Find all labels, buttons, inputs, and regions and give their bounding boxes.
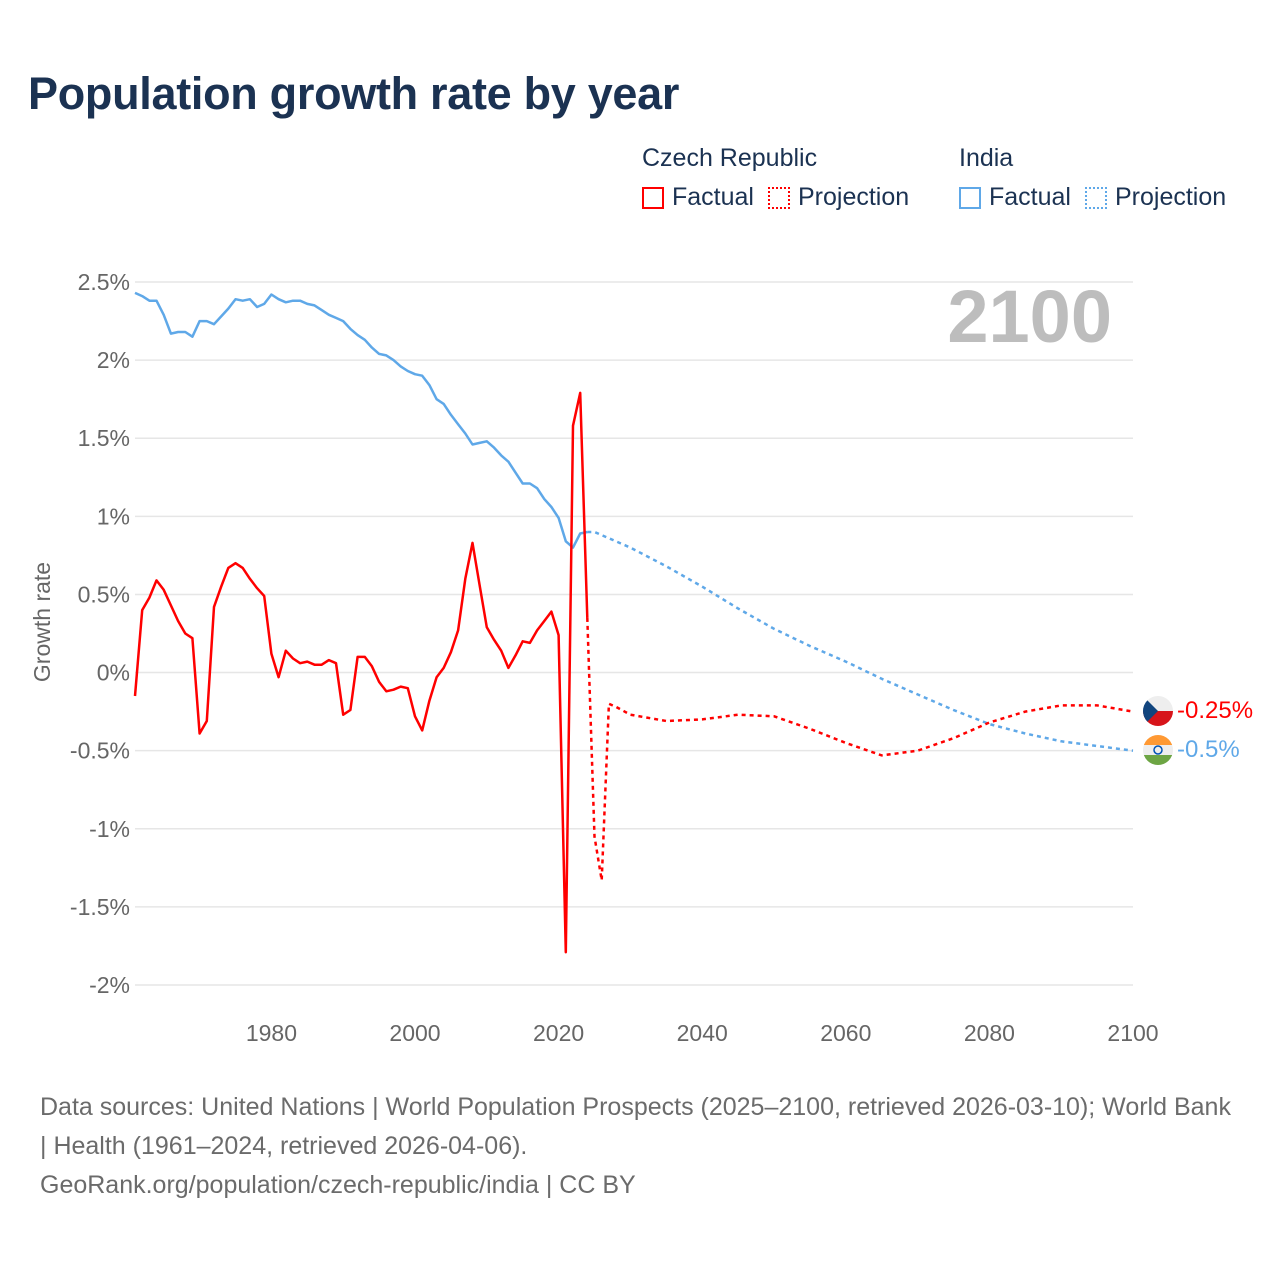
y-tick-label: 0% (97, 660, 130, 686)
legend-label: Factual (989, 183, 1071, 211)
india-factual-line (134, 291, 588, 549)
czech-end-label: -0.25% (1177, 697, 1253, 724)
x-tick-label: 2080 (964, 1020, 1015, 1046)
data-sources: Data sources: United Nations | World Pop… (40, 1093, 1231, 1160)
solid-swatch-icon (959, 186, 981, 209)
y-tick-label: -0.5% (70, 738, 130, 764)
year-display: 2100 (947, 275, 1112, 358)
legend-item-czech-projection[interactable]: Projection (767, 183, 910, 212)
y-tick-label: -2% (89, 972, 130, 998)
credit-link[interactable]: GeoRank.org/population/czech-republic/in… (40, 1171, 636, 1199)
legend-group-title: Czech Republic (642, 144, 818, 172)
y-tick-label: -1.5% (70, 894, 130, 920)
india-projection-line (587, 530, 1134, 752)
x-tick-label: 2100 (1107, 1020, 1158, 1046)
czech-republic-projection-line (586, 617, 1134, 881)
x-tick-label: 2000 (389, 1020, 440, 1046)
dotted-swatch-icon (1084, 186, 1107, 209)
footer: Data sources: United Nations | World Pop… (40, 1088, 1240, 1205)
india-end-label: -0.5% (1177, 736, 1240, 763)
legend-label: Factual (672, 183, 754, 211)
legend-item-india-projection[interactable]: Projection (1084, 183, 1227, 212)
y-tick-label: 1% (97, 503, 130, 529)
dotted-swatch-icon (767, 186, 790, 209)
x-tick-label: 2040 (677, 1020, 728, 1046)
czech-flag-icon (1143, 696, 1173, 726)
legend-india: India Factual Projection (959, 144, 1226, 216)
y-axis-label: Growth rate (29, 562, 55, 682)
legend-item-czech-factual[interactable]: Factual (642, 183, 754, 212)
y-tick-label: -1% (89, 816, 130, 842)
chart-title: Population growth rate by year (28, 68, 680, 119)
solid-swatch-icon (642, 186, 664, 209)
legend-label: Projection (1114, 183, 1227, 211)
x-tick-label: 2060 (820, 1020, 871, 1046)
x-tick-label: 1980 (246, 1020, 297, 1046)
y-tick-label: 2.5% (78, 269, 130, 295)
legend-item-india-factual[interactable]: Factual (959, 183, 1071, 212)
legend-label: Projection (797, 183, 910, 211)
y-tick-label: 2% (97, 347, 130, 373)
legend-group-title: India (959, 144, 1014, 172)
x-tick-label: 2020 (533, 1020, 584, 1046)
india-flag-icon (1143, 735, 1173, 765)
czech-republic-factual-line (133, 391, 589, 954)
y-tick-label: 1.5% (78, 425, 130, 451)
legend-czech-republic: Czech Republic Factual Projection (642, 144, 923, 216)
y-tick-label: 0.5% (78, 581, 130, 607)
